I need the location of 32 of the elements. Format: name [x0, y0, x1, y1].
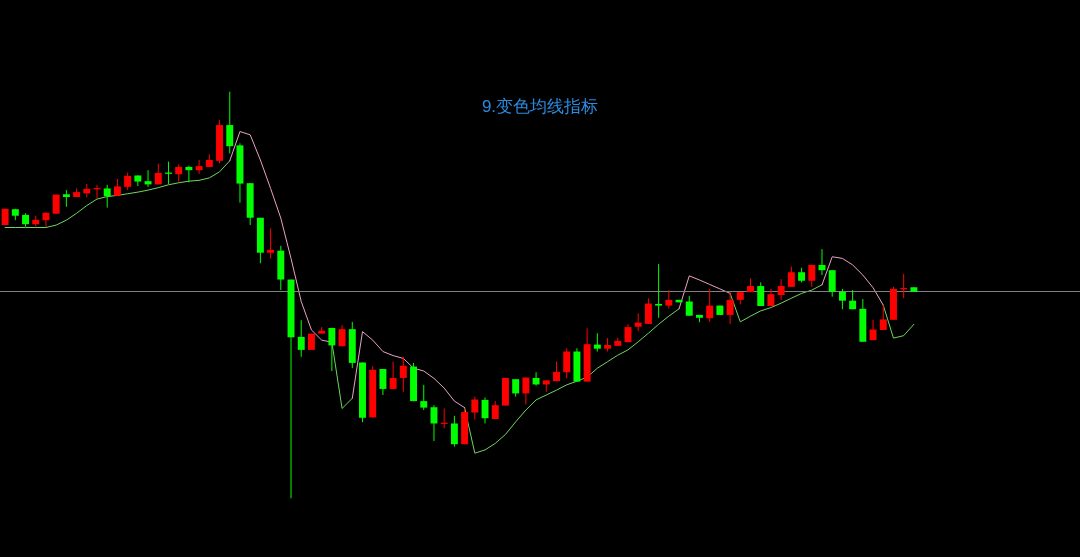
candlestick — [379, 368, 387, 396]
candlestick — [655, 263, 663, 319]
candlestick — [563, 347, 571, 379]
candlestick — [103, 184, 111, 209]
candlestick — [685, 295, 693, 317]
candlestick — [297, 319, 305, 358]
chart-title: 9.变色均线指标 — [481, 97, 599, 116]
candlestick — [593, 332, 601, 353]
candlestick — [226, 91, 234, 154]
candlestick — [42, 211, 50, 228]
candlestick — [185, 165, 193, 183]
candlestick — [665, 289, 673, 309]
candlestick — [389, 361, 397, 390]
candlestick — [450, 415, 458, 448]
candlestick — [828, 269, 836, 298]
candlestick — [726, 291, 734, 325]
candlestick — [757, 281, 765, 307]
candlestick — [144, 169, 152, 188]
candlestick — [328, 327, 336, 372]
candlestick — [420, 384, 428, 411]
candlestick — [838, 288, 846, 310]
candlestick — [706, 288, 714, 323]
candlestick — [787, 266, 795, 288]
candlestick — [879, 304, 887, 331]
candlestick — [644, 297, 652, 325]
candlestick — [777, 278, 785, 301]
candlestick — [399, 356, 407, 393]
candlestick — [522, 377, 530, 405]
candlestick — [471, 396, 479, 420]
candlestick — [195, 159, 203, 175]
candlestick — [532, 371, 540, 387]
candlestick — [267, 227, 275, 259]
